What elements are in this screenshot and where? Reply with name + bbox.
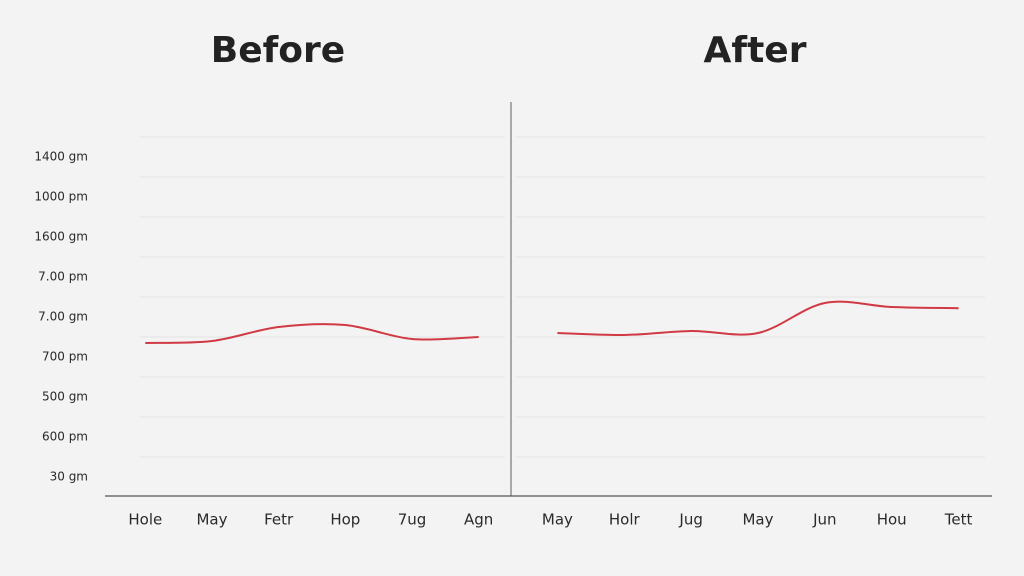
x-tick-label: Fetr: [264, 511, 294, 529]
y-tick-label: 30 gm: [50, 470, 88, 484]
chart-title: After: [704, 30, 807, 71]
y-tick-label: 7.00 pm: [38, 270, 88, 284]
chart-title: Before: [211, 30, 345, 71]
data-line: [557, 300, 959, 337]
x-tick-label: Hou: [877, 511, 907, 529]
x-tick-label: May: [742, 511, 773, 529]
x-tick-label: Hop: [330, 511, 360, 529]
x-tick-label: May: [196, 511, 227, 529]
y-tick-label: 600 pm: [42, 430, 88, 444]
y-tick-label: 7.00 gm: [38, 310, 88, 324]
x-tick-label: Holr: [609, 511, 641, 529]
x-tick-label: 7ug: [398, 511, 427, 529]
y-tick-label: 1600 gm: [34, 230, 88, 244]
x-tick-label: Agn: [464, 511, 493, 529]
x-tick-label: Tett: [944, 511, 973, 529]
y-tick-label: 500 gm: [42, 390, 88, 404]
x-tick-label: Jun: [812, 511, 836, 529]
y-tick-label: 700 pm: [42, 350, 88, 364]
x-tick-label: Jug: [678, 511, 702, 529]
y-tick-label: 1000 pm: [34, 190, 88, 204]
y-tick-label: 1400 gm: [34, 150, 88, 164]
x-tick-label: May: [542, 511, 573, 529]
data-line: [145, 323, 479, 344]
x-tick-label: Hole: [128, 511, 162, 529]
